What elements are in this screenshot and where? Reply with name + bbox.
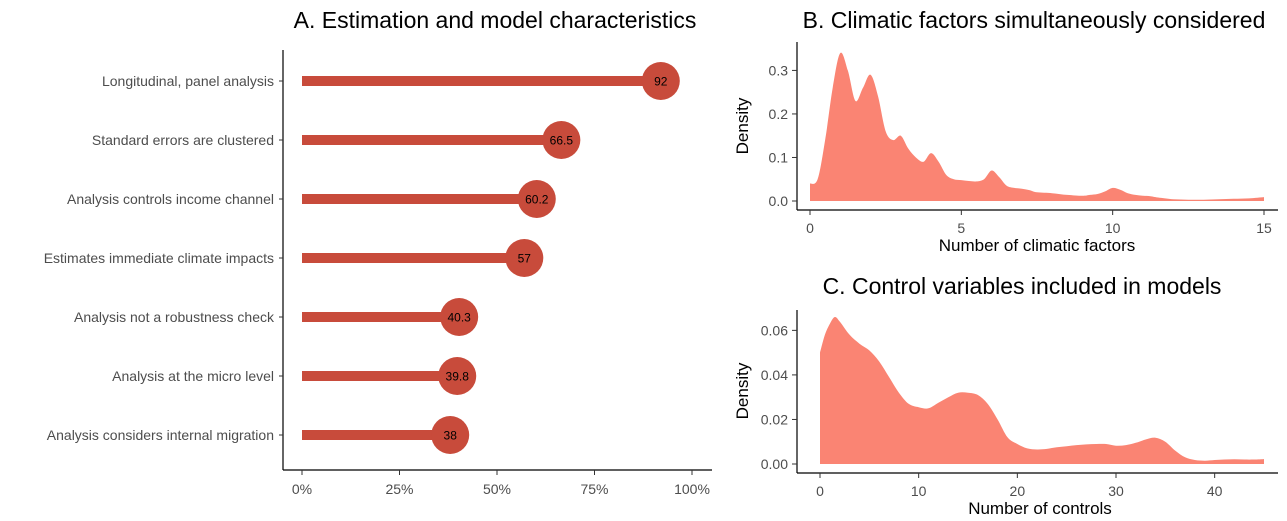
panel-c-x-tick-label: 40: [1207, 483, 1223, 499]
panel-b-y-tick-label: 0.2: [769, 106, 789, 122]
panel-a-lollipop-chart: A. Estimation and model characteristics …: [44, 7, 712, 497]
lollipop-value-label: 60.2: [525, 193, 549, 207]
panel-a-x-tick-label: 50%: [483, 481, 511, 497]
panel-c-x-tick-label: 0: [816, 483, 824, 499]
panel-a-category-label: Longitudinal, panel analysis: [102, 73, 274, 89]
panel-b-x-tick-label: 10: [1105, 220, 1121, 236]
panel-c-title: C. Control variables included in models: [823, 273, 1222, 299]
panel-b-density-chart: B. Climatic factors simultaneously consi…: [733, 7, 1278, 255]
panel-a-x-tick-label: 0%: [292, 481, 312, 497]
panel-a-category-label: Analysis considers internal migration: [47, 427, 274, 443]
panel-c-x-tick-label: 30: [1108, 483, 1124, 499]
panel-a-category-label: Analysis at the micro level: [112, 368, 274, 384]
panel-a-x-tick-label: 100%: [674, 481, 710, 497]
panel-c-ticks: 0 10 20 30 40 0.00 0.02 0.04 0.06: [761, 322, 1223, 499]
panel-c-y-tick-label: 0.00: [761, 456, 788, 472]
lollipop-value-label: 40.3: [447, 311, 471, 325]
panel-b-density-area: [810, 52, 1264, 201]
panel-a-x-tick-label: 25%: [385, 481, 413, 497]
panel-c-x-tick-label: 20: [1010, 483, 1026, 499]
panel-b-x-tick-label: 0: [806, 220, 814, 236]
panel-a-ticks: Longitudinal, panel analysis Standard err…: [44, 73, 710, 497]
panel-c-density-area: [820, 316, 1264, 464]
panel-c-y-label: Density: [733, 362, 752, 419]
lollipop-value-label: 39.8: [446, 370, 470, 384]
panel-a-x-tick-label: 75%: [580, 481, 608, 497]
lollipop-head: [438, 357, 477, 395]
lollipop-head: [542, 121, 581, 159]
lollipop-value-label: 38: [444, 429, 458, 443]
panel-b-y-tick-label: 0.3: [769, 62, 789, 78]
panel-b-x-tick-label: 5: [957, 220, 965, 236]
lollipop-value-label: 57: [518, 252, 532, 266]
lollipop-head: [641, 62, 680, 100]
panel-c-y-tick-label: 0.02: [761, 411, 788, 427]
panel-c-y-tick-label: 0.04: [761, 367, 788, 383]
panel-b-y-tick-label: 0.0: [769, 193, 789, 209]
lollipop-value-label: 92: [654, 75, 668, 89]
panel-c-density-chart: C. Control variables included in models …: [733, 273, 1278, 518]
panel-a-marks: 92 66.5 60.2 57 40.3 39.8 38: [302, 62, 680, 454]
panel-b-title: B. Climatic factors simultaneously consi…: [803, 7, 1266, 33]
panel-a-category-label: Analysis not a robustness check: [74, 309, 275, 325]
panel-b-x-label: Number of climatic factors: [939, 236, 1136, 255]
panel-b-y-label: Density: [733, 97, 752, 154]
panel-a-category-label: Standard errors are clustered: [92, 132, 274, 148]
lollipop-head: [505, 239, 544, 277]
panel-c-x-label: Number of controls: [968, 499, 1112, 518]
panel-c-x-tick-label: 10: [911, 483, 927, 499]
lollipop-value-label: 66.5: [550, 134, 574, 148]
panel-b-y-tick-label: 0.1: [769, 149, 789, 165]
lollipop-head: [440, 298, 479, 336]
panel-b-x-tick-label: 15: [1256, 220, 1272, 236]
panel-c-y-tick-label: 0.06: [761, 322, 788, 338]
lollipop-head: [431, 416, 470, 454]
panel-a-category-label: Estimates immediate climate impacts: [44, 250, 274, 266]
panel-b-ticks: 0 5 10 15 0.0 0.1 0.2 0.3: [769, 62, 1272, 236]
panel-a-title: A. Estimation and model characteristics: [294, 7, 697, 33]
lollipop-head: [517, 180, 556, 218]
panel-a-category-label: Analysis controls income channel: [67, 191, 274, 207]
